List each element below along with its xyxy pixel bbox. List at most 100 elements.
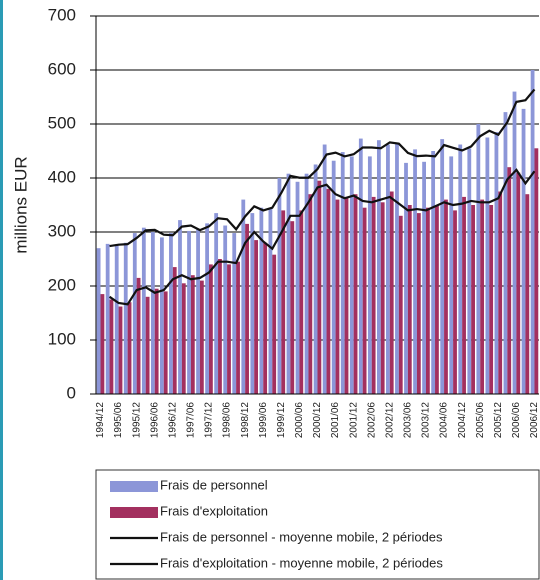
x-tick-label: 2006/12: [529, 402, 540, 439]
bar: [404, 162, 408, 394]
x-tick-label: 2002/06: [366, 402, 377, 439]
x-tick-label: 1996/06: [149, 402, 160, 439]
bar: [313, 164, 318, 394]
bar: [453, 210, 457, 394]
bar: [136, 277, 141, 394]
bar: [471, 205, 475, 394]
bar: [376, 140, 381, 394]
bar: [398, 215, 403, 394]
bar: [259, 207, 264, 394]
side-border: [0, 0, 3, 580]
bar: [458, 144, 463, 394]
bar: [416, 213, 421, 394]
legend-label: Frais de personnel: [160, 477, 268, 492]
x-tick-label: 2002/12: [384, 402, 395, 439]
bar: [530, 70, 535, 394]
bar: [100, 294, 105, 394]
bar: [371, 196, 376, 394]
bar: [218, 259, 222, 394]
bar: [340, 152, 345, 394]
bar: [407, 205, 412, 394]
bar: [395, 142, 399, 394]
bar: [344, 196, 349, 394]
bar: [431, 151, 436, 394]
bar: [286, 173, 291, 394]
x-tick-label: 2003/06: [403, 402, 414, 439]
bar: [362, 207, 367, 394]
bar: [299, 210, 304, 394]
x-tick-label: 1996/12: [167, 402, 178, 439]
y-tick-label: 300: [48, 221, 76, 240]
y-tick-label: 200: [48, 275, 76, 294]
bar: [172, 267, 177, 394]
bar: [241, 199, 246, 394]
bar: [105, 243, 110, 394]
x-tick-label: 1999/12: [276, 402, 287, 439]
bar: [123, 242, 128, 394]
bar: [326, 188, 331, 394]
bar: [380, 202, 385, 394]
bar: [480, 199, 485, 394]
bar: [386, 144, 390, 394]
bar: [196, 229, 200, 394]
bar: [223, 225, 228, 394]
bar: [467, 148, 472, 394]
bar: [254, 240, 259, 394]
legend-swatch: [110, 507, 158, 518]
x-tick-label: 2006/06: [511, 402, 522, 439]
bar: [96, 248, 101, 394]
bar: [449, 156, 454, 394]
line: [108, 168, 536, 306]
y-tick-label: 700: [48, 5, 76, 24]
bar: [485, 137, 490, 394]
y-tick-label: 500: [48, 113, 76, 132]
y-tick-label: 100: [48, 329, 76, 348]
bar: [214, 213, 219, 394]
x-tick-label: 2005/12: [493, 402, 504, 439]
bar: [145, 296, 150, 394]
bar: [516, 172, 521, 394]
y-axis-label: millions EUR: [11, 156, 30, 253]
bar: [109, 299, 114, 394]
bar: [304, 173, 309, 394]
x-tick-label: 2000/12: [312, 402, 323, 439]
bar: [503, 112, 508, 395]
x-tick-label: 1998/12: [240, 402, 251, 439]
bar: [425, 207, 430, 394]
bar: [331, 160, 336, 394]
bar: [335, 199, 340, 394]
bar: [181, 283, 186, 394]
bar: [435, 205, 439, 394]
bar: [290, 221, 295, 394]
x-tick-label: 2001/06: [330, 402, 341, 439]
bar: [199, 280, 204, 394]
x-tick-label: 1995/06: [113, 402, 124, 439]
legend-box: [95, 469, 540, 580]
bar: [245, 223, 249, 394]
bar: [281, 210, 286, 394]
bar: [507, 167, 512, 394]
x-tick-label: 1997/12: [204, 402, 215, 439]
bar: [169, 233, 173, 394]
bar: [277, 178, 282, 394]
bar: [250, 213, 255, 394]
bar: [489, 205, 494, 394]
line: [109, 88, 536, 248]
bar: [272, 254, 277, 394]
bar: [150, 232, 155, 394]
x-tick-label: 1994/12: [95, 402, 106, 439]
y-tick-label: 400: [48, 167, 76, 186]
x-tick-label: 2001/12: [348, 402, 359, 439]
bar: [187, 230, 191, 394]
bar: [127, 302, 132, 394]
legend-label: Frais d'exploitation: [160, 503, 268, 518]
bar: [525, 194, 530, 394]
bar: [317, 180, 322, 394]
bar: [494, 132, 499, 394]
x-tick-label: 2000/06: [294, 402, 305, 439]
x-tick-label: 2004/12: [457, 402, 468, 439]
bar: [353, 194, 358, 394]
bar: [154, 288, 159, 394]
x-tick-label: 2003/12: [421, 402, 432, 439]
bar: [232, 233, 237, 394]
